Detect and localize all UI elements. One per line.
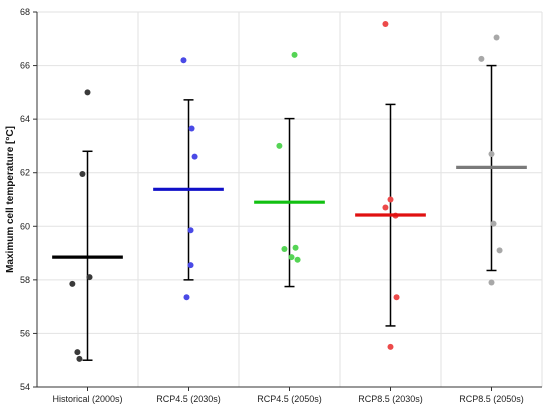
data-point xyxy=(187,227,194,234)
y-tick-label: 68 xyxy=(20,7,30,17)
data-point xyxy=(79,171,86,178)
data-point xyxy=(291,51,298,58)
data-point xyxy=(490,220,497,227)
errorbar-layer xyxy=(82,64,497,361)
y-tick-label: 64 xyxy=(20,114,30,124)
y-tick-label: 66 xyxy=(20,61,30,71)
data-point xyxy=(488,150,495,157)
y-tick-label: 54 xyxy=(20,382,30,392)
axis-layer: 54 56 58 60 62 64 66 68 Historical (2000s) RCP4.5… xyxy=(20,7,542,404)
x-tick-label: RCP8.5 (2050s) xyxy=(459,394,524,404)
data-point xyxy=(281,246,288,253)
data-point xyxy=(488,279,495,286)
data-point xyxy=(74,349,81,356)
x-tick-label: Historical (2000s) xyxy=(52,394,122,404)
data-point xyxy=(478,55,485,62)
y-tick-label: 62 xyxy=(20,168,30,178)
data-point xyxy=(496,247,503,254)
data-point xyxy=(188,125,195,132)
x-tick-label: RCP4.5 (2030s) xyxy=(156,394,221,404)
x-tick-label: RCP8.5 (2030s) xyxy=(358,394,423,404)
y-axis-title: Maximum cell temperature [°C] xyxy=(5,126,16,273)
data-point xyxy=(288,254,295,261)
point-layer xyxy=(69,21,503,362)
data-point xyxy=(187,262,194,269)
data-point xyxy=(387,196,394,203)
data-point xyxy=(183,294,190,301)
x-tick-label: RCP4.5 (2050s) xyxy=(257,394,322,404)
mean-layer xyxy=(52,165,527,259)
data-point xyxy=(493,34,500,41)
y-tick-label: 58 xyxy=(20,275,30,285)
data-point xyxy=(382,204,389,211)
data-point xyxy=(294,256,301,263)
data-point xyxy=(86,274,93,281)
data-point xyxy=(276,142,283,149)
data-point xyxy=(191,153,198,160)
data-point xyxy=(69,280,76,287)
y-tick-label: 56 xyxy=(20,328,30,338)
data-point xyxy=(292,244,299,251)
y-tick-label: 60 xyxy=(20,221,30,231)
data-point xyxy=(84,89,91,96)
data-point xyxy=(76,355,83,362)
data-point xyxy=(382,21,389,28)
data-point xyxy=(387,343,394,350)
data-point xyxy=(393,294,400,301)
data-point xyxy=(180,57,187,64)
